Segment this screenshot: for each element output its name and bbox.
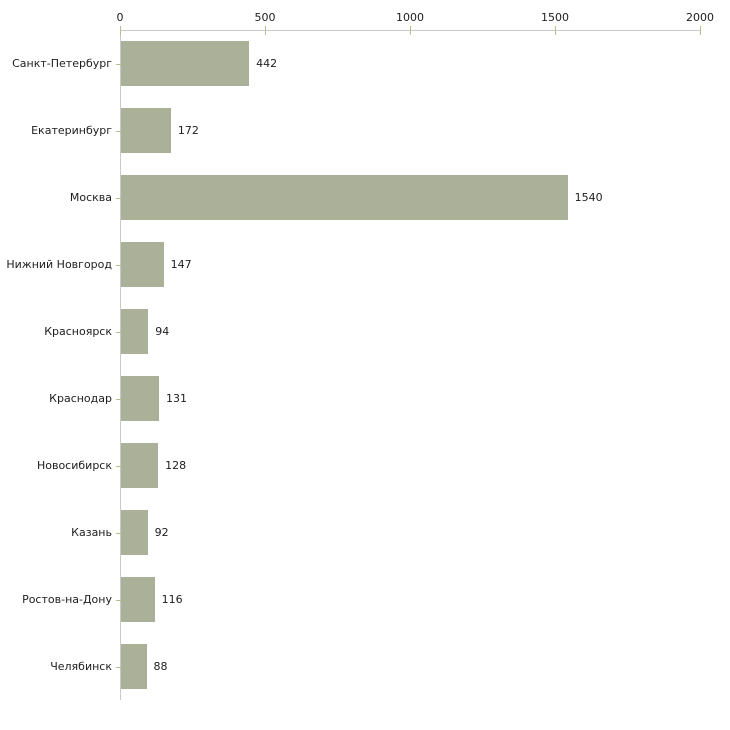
bar xyxy=(121,108,171,153)
value-label: 1540 xyxy=(574,191,603,204)
y-axis-tick-mark xyxy=(116,532,125,534)
value-label: 94 xyxy=(155,325,170,338)
value-label: 172 xyxy=(177,124,199,137)
category-label: Екатеринбург xyxy=(31,124,112,137)
y-axis-tick-mark xyxy=(116,599,125,601)
x-axis-tick-mark xyxy=(410,26,411,35)
plot-area xyxy=(120,30,701,700)
y-axis-tick-mark xyxy=(116,63,125,65)
value-label: 92 xyxy=(154,526,169,539)
category-label: Новосибирск xyxy=(36,459,112,472)
x-axis-tick-mark xyxy=(265,26,266,35)
x-axis-tick-label: 500 xyxy=(254,11,276,24)
y-axis-tick-mark xyxy=(116,264,125,266)
value-label: 88 xyxy=(153,660,168,673)
x-axis-tick-label: 0 xyxy=(116,11,124,24)
x-axis-tick-mark xyxy=(120,26,121,35)
x-axis-tick-label: 2000 xyxy=(686,11,714,24)
category-label: Челябинск xyxy=(50,660,112,673)
bar xyxy=(121,242,164,287)
y-axis-tick-mark xyxy=(116,666,125,668)
y-axis-tick-mark xyxy=(116,465,125,467)
bar xyxy=(121,41,249,86)
bar xyxy=(121,175,568,220)
value-label: 116 xyxy=(161,593,183,606)
bar xyxy=(121,644,147,689)
category-label: Казань xyxy=(71,526,112,539)
y-axis-tick-mark xyxy=(116,331,125,333)
y-axis-tick-mark xyxy=(116,197,125,199)
category-label: Москва xyxy=(69,191,112,204)
bar xyxy=(121,309,148,354)
y-axis-tick-mark xyxy=(116,130,125,132)
bar xyxy=(121,577,155,622)
value-label: 128 xyxy=(165,459,187,472)
category-label: Санкт-Петербург xyxy=(12,57,112,70)
bar xyxy=(121,510,148,555)
x-axis-tick-mark xyxy=(555,26,556,35)
x-axis-tick-mark xyxy=(700,26,701,35)
value-label: 131 xyxy=(165,392,187,405)
x-axis-tick-label: 1500 xyxy=(541,11,569,24)
value-label: 442 xyxy=(256,57,278,70)
category-label: Красноярск xyxy=(44,325,112,338)
category-label: Краснодар xyxy=(49,392,112,405)
x-axis-tick-label: 1000 xyxy=(396,11,424,24)
bar xyxy=(121,443,158,488)
y-axis-tick-mark xyxy=(116,398,125,400)
category-label: Ростов-на-Дону xyxy=(22,593,112,606)
category-label: Нижний Новгород xyxy=(6,258,112,271)
bar xyxy=(121,376,159,421)
value-label: 147 xyxy=(170,258,192,271)
